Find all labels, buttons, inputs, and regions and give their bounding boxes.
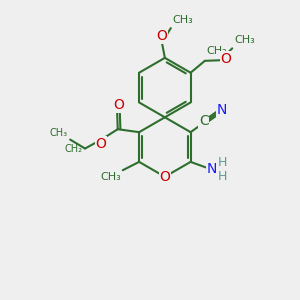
Text: CH₂: CH₂: [206, 46, 227, 56]
Text: CH₃: CH₃: [172, 15, 193, 25]
Text: CH₃: CH₃: [234, 35, 255, 45]
Text: N: N: [207, 162, 217, 176]
Text: CH₃: CH₃: [50, 128, 68, 138]
Text: H: H: [218, 170, 227, 183]
Text: CH₃: CH₃: [100, 172, 121, 182]
Text: O: O: [95, 137, 106, 151]
Text: O: O: [159, 170, 170, 184]
Text: O: O: [220, 52, 231, 66]
Text: O: O: [156, 29, 167, 43]
Text: C: C: [199, 114, 208, 128]
Text: CH₂: CH₂: [64, 143, 82, 154]
Text: H: H: [218, 156, 227, 169]
Text: O: O: [113, 98, 124, 112]
Text: N: N: [217, 103, 227, 117]
